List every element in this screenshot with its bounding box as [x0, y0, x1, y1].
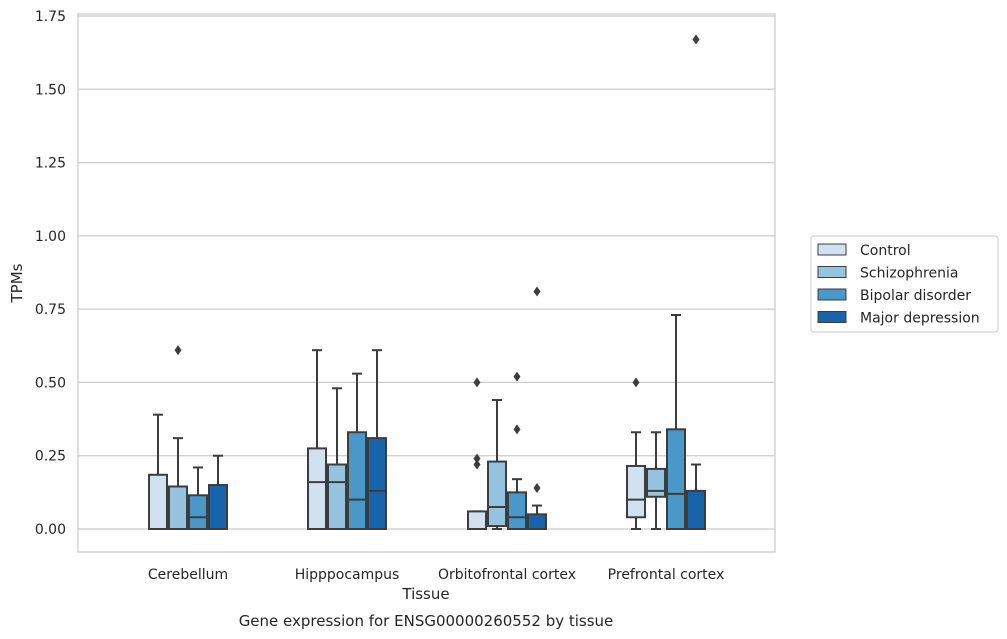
box-body	[527, 513, 547, 530]
legend-swatch	[817, 288, 847, 301]
box-body	[686, 489, 706, 530]
chart-caption: Gene expression for ENSG00000260552 by t…	[239, 612, 614, 630]
y-tick-label: 1.50	[35, 82, 66, 98]
box-control	[307, 349, 327, 530]
box-bipolar-disorder	[666, 314, 686, 530]
legend-frame	[810, 235, 999, 333]
box-bipolar-disorder	[188, 466, 208, 531]
legend-label: Major depression	[860, 311, 980, 327]
box-body	[347, 431, 367, 530]
box-bipolar-disorder	[507, 371, 527, 531]
y-tick-label: 0.50	[35, 375, 66, 391]
box-schizophrenia	[646, 431, 666, 530]
box-body	[307, 447, 327, 530]
box-body	[487, 460, 507, 528]
legend-swatch	[817, 311, 847, 323]
outlier-point	[174, 345, 182, 356]
box-body	[148, 473, 168, 531]
outlier-point	[473, 453, 481, 464]
box-body	[626, 464, 646, 519]
legend-label: Bipolar disorder	[860, 288, 971, 304]
box-schizophrenia	[487, 399, 507, 530]
y-tick-label: 1.75	[35, 9, 66, 25]
outlier-point	[533, 482, 541, 493]
legend-label: Control	[860, 243, 911, 259]
x-tick-labels: Cerebellum Hipppocampus Orbitofrontal cort…	[148, 567, 724, 583]
box-schizophrenia	[327, 387, 347, 531]
box-major-depression	[686, 34, 706, 530]
x-tick-label: Cerebellum	[148, 567, 228, 583]
box-body	[467, 510, 487, 531]
box-body	[327, 463, 347, 531]
box-body	[367, 437, 387, 530]
box-body	[666, 428, 686, 530]
box-body	[168, 485, 188, 531]
outlier-point	[692, 34, 700, 45]
outlier-point	[473, 377, 481, 388]
box-control	[148, 413, 168, 531]
x-axis-label: Tissue	[401, 585, 449, 603]
legend: Control Schizophrenia Bipolar disorder Majo…	[810, 235, 999, 333]
legend-item: Control	[817, 243, 911, 259]
y-tick-label: 0.75	[35, 302, 66, 318]
box-control	[626, 377, 646, 530]
legend-item: Major depression	[817, 311, 980, 327]
box-body	[507, 491, 527, 531]
x-tick-label: Hipppocampus	[295, 567, 400, 583]
box-major-depression	[208, 454, 228, 530]
x-tick-label: Orbitofrontal cortex	[438, 567, 576, 583]
outlier-point	[533, 286, 541, 297]
x-tick-label: Prefrontal cortex	[608, 567, 725, 583]
y-tick-label: 0.00	[35, 522, 66, 538]
plot-area-frame	[77, 13, 776, 553]
y-axis-label: TPMs	[8, 263, 26, 303]
box-control	[467, 377, 487, 531]
outlier-point	[513, 424, 521, 435]
box-schizophrenia	[168, 345, 188, 531]
legend-item: Bipolar disorder	[817, 288, 971, 304]
box-body	[646, 467, 666, 498]
boxes	[148, 34, 706, 531]
box-body	[188, 494, 208, 531]
y-tick-label: 1.00	[35, 229, 66, 245]
y-tick-label: 1.25	[35, 156, 66, 172]
outlier-point	[473, 459, 481, 470]
legend-label: Schizophrenia	[860, 266, 958, 282]
box-bipolar-disorder	[347, 372, 367, 530]
y-tick-label: 0.25	[35, 449, 66, 465]
outlier-point	[632, 377, 640, 388]
legend-swatch	[817, 243, 847, 256]
box-major-depression	[527, 286, 547, 530]
y-gridlines	[78, 15, 775, 530]
legend-item: Schizophrenia	[817, 266, 958, 282]
legend-swatch	[817, 266, 847, 278]
box-major-depression	[367, 349, 387, 530]
y-tick-labels: 0.00 0.25 0.50 0.75 1.00 1.25 1.50 1.75	[35, 9, 66, 538]
box-body	[208, 484, 228, 530]
outlier-point	[513, 371, 521, 382]
